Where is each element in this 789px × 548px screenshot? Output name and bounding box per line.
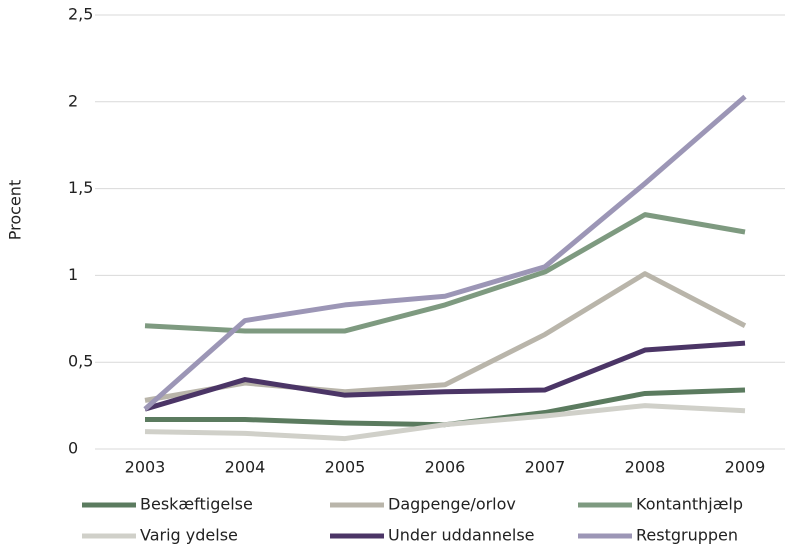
series-line [143,94,747,411]
legend-label: Kontanthjælp [636,495,743,514]
legend-label: Restgruppen [636,526,738,545]
y-tick-label: 1 [68,265,78,284]
legend-label: Beskæftigelse [140,495,253,514]
legend-label: Under uddannelse [388,526,535,545]
legend-label: Varig ydelse [140,526,238,545]
x-tick-label: 2003 [125,458,166,477]
y-tick-label: 0,5 [68,352,93,371]
series-line [144,212,746,334]
x-tick-label: 2006 [425,458,466,477]
series-line [144,340,746,412]
x-tick-label: 2005 [325,458,366,477]
y-tick-label: 0 [68,439,78,458]
y-tick-label: 1,5 [68,178,93,197]
legend-label: Dagpenge/orlov [388,495,516,514]
y-axis-label: Procent [6,180,25,240]
x-tick-label: 2008 [625,458,666,477]
x-tick-label: 2007 [525,458,566,477]
series-line [144,271,747,403]
y-tick-label: 2,5 [68,5,93,24]
series-line [144,403,746,442]
x-tick-label: 2009 [725,458,766,477]
y-tick-label: 2 [68,91,78,110]
x-tick-label: 2004 [225,458,266,477]
